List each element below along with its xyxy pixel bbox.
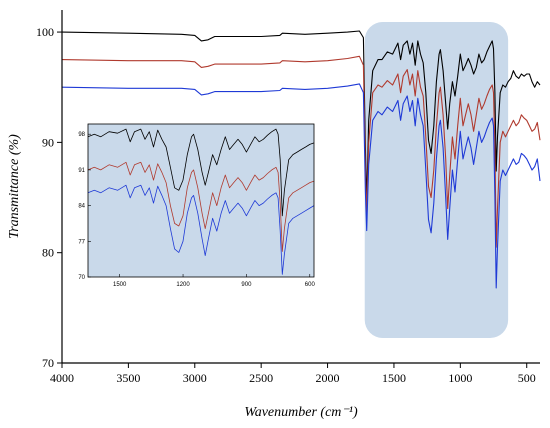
inset-frame — [87, 123, 315, 278]
inset-panel: 1500 1200 900 600 70 77 84 91 98 — [78, 123, 315, 288]
main-series-line-2 — [61, 83, 541, 289]
x-tick-label: 1000 — [448, 371, 472, 385]
inset-y-tick-label: 98 — [78, 132, 85, 138]
x-axis-title: Wavenumber (cm⁻¹) — [244, 405, 358, 420]
main-series-group — [61, 30, 541, 289]
main-ticks: 4000 3500 3000 2500 2000 1500 1000 500 70 80 90 100 — [36, 25, 536, 385]
inset-y-tick-label: 77 — [78, 239, 85, 245]
inset-ticks: 1500 1200 900 600 70 77 84 91 98 — [78, 132, 315, 288]
inset-background — [88, 124, 314, 277]
y-axis-title: Transmittance (%) — [7, 134, 22, 239]
x-tick-label: 1500 — [382, 371, 406, 385]
y-tick-label: 70 — [42, 356, 54, 370]
inset-series-line-0 — [87, 128, 315, 217]
main-series-line-0 — [61, 30, 541, 203]
inset-y-tick-label: 84 — [78, 204, 85, 210]
y-tick-label: 80 — [42, 246, 54, 260]
x-tick-label: 500 — [518, 371, 536, 385]
x-tick-label: 2500 — [249, 371, 273, 385]
x-tick-label: 3500 — [116, 371, 140, 385]
x-tick-label: 4000 — [50, 371, 74, 385]
inset-series-line-2 — [87, 184, 315, 275]
x-tick-label: 3000 — [183, 371, 207, 385]
inset-x-tick-label: 900 — [241, 282, 252, 288]
y-tick-label: 100 — [36, 25, 54, 39]
inset-x-tick-label: 600 — [305, 282, 316, 288]
inset-x-tick-label: 1200 — [176, 282, 190, 288]
highlight-region — [364, 22, 509, 338]
inset-y-tick-label: 70 — [78, 275, 85, 281]
inset-y-tick-label: 91 — [78, 168, 85, 174]
inset-series-line-1 — [87, 161, 315, 252]
x-tick-label: 2000 — [316, 371, 340, 385]
main-series-line-1 — [61, 55, 541, 248]
y-tick-label: 90 — [42, 135, 54, 149]
inset-x-tick-label: 1500 — [113, 282, 127, 288]
inset-series-group — [87, 128, 315, 275]
